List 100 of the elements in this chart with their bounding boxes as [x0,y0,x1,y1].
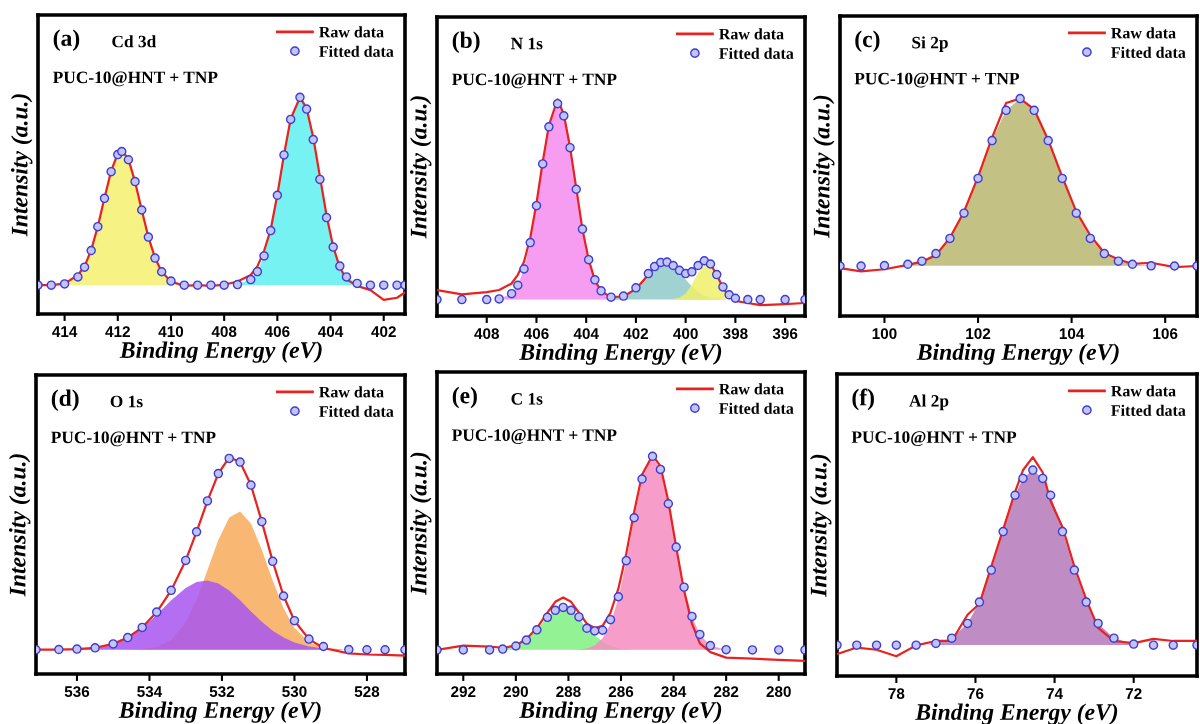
x-tick-label: 536 [64,686,90,698]
point [998,526,1008,537]
point [1081,597,1091,607]
x-tick-label: 534 [137,686,163,698]
point [59,279,70,289]
text: (e) [452,386,477,409]
point [267,556,278,567]
point [1001,105,1011,116]
point [856,261,866,271]
point [643,268,654,279]
x-tick-label: 408 [211,326,237,338]
x-tick-label: 290 [503,686,528,698]
legend-label: Fitted data [719,402,794,414]
point [946,633,957,643]
point [1085,233,1096,244]
point [513,280,523,290]
point [166,276,176,286]
x-tick-label: 402 [623,328,649,340]
point [663,498,674,509]
point [559,111,569,121]
point [79,262,90,272]
point [279,150,289,160]
text: (a) [53,29,80,51]
point [962,618,973,629]
x-axis-title: Binding Energy (eV) [118,701,321,723]
point [130,176,140,187]
point [544,122,554,132]
point [365,280,376,290]
y-axis-title: Intensity (a.u.) [8,454,31,597]
text: (f) [852,388,874,411]
text: (b) [452,31,480,53]
point [123,154,134,165]
x-tick-label: 74 [1046,688,1063,699]
point [1071,208,1082,218]
point [344,644,354,655]
point [755,294,765,305]
point [106,166,116,177]
point [380,644,390,655]
point [911,640,921,650]
text: PUC-10@HNT + TNP [452,429,617,445]
point [574,612,584,622]
point [621,555,632,566]
point [259,251,269,261]
point [589,626,600,636]
y-axis-title: Intensity (a.u.) [409,96,432,239]
x-tick-label: 396 [772,328,798,340]
point [202,496,213,506]
point [1169,261,1180,271]
point [308,134,318,145]
x-tick-label: 412 [105,326,130,337]
text: PUC-10@HNT + TNP [854,72,1020,88]
point [671,542,681,552]
point [618,291,629,301]
x-tick-label: 408 [474,328,500,340]
point [871,640,882,650]
x-tick-label: 404 [573,328,599,340]
point [341,272,352,282]
point [1045,490,1056,500]
point [537,159,548,169]
x-tick-label: 398 [722,328,748,340]
point [577,224,588,234]
point [122,632,133,643]
point [743,294,753,305]
point [392,280,402,290]
text: Cd 3d [112,35,157,48]
point [494,294,504,304]
point [265,225,276,236]
point [295,92,305,103]
text: C 1s [511,393,543,405]
text: Al 2p [909,394,949,411]
point [1113,256,1124,266]
point [558,602,568,613]
point [272,190,283,201]
point [318,641,329,652]
x-tick-label: 292 [451,686,476,698]
point [1146,261,1156,271]
point [511,641,521,651]
point [730,293,741,303]
x-tick-label: 528 [354,686,380,698]
point [687,267,697,277]
x-tick-label: 104 [1059,328,1085,340]
point [705,259,716,269]
point [974,597,985,607]
x-axis-title: Binding Energy (eV) [916,343,1119,365]
point [973,173,983,184]
legend-label: Raw data [719,383,784,395]
point [143,232,154,242]
point [1148,640,1159,650]
point [108,639,118,649]
point [655,464,666,475]
point [86,245,96,256]
point [136,205,147,215]
legend-label: Fitted data [319,405,394,417]
point [328,242,338,252]
point [597,625,608,635]
x-tick-label: 400 [673,328,698,340]
point [1057,526,1068,537]
point [1099,248,1110,259]
point [1057,173,1067,184]
x-tick-label: 404 [318,326,344,338]
